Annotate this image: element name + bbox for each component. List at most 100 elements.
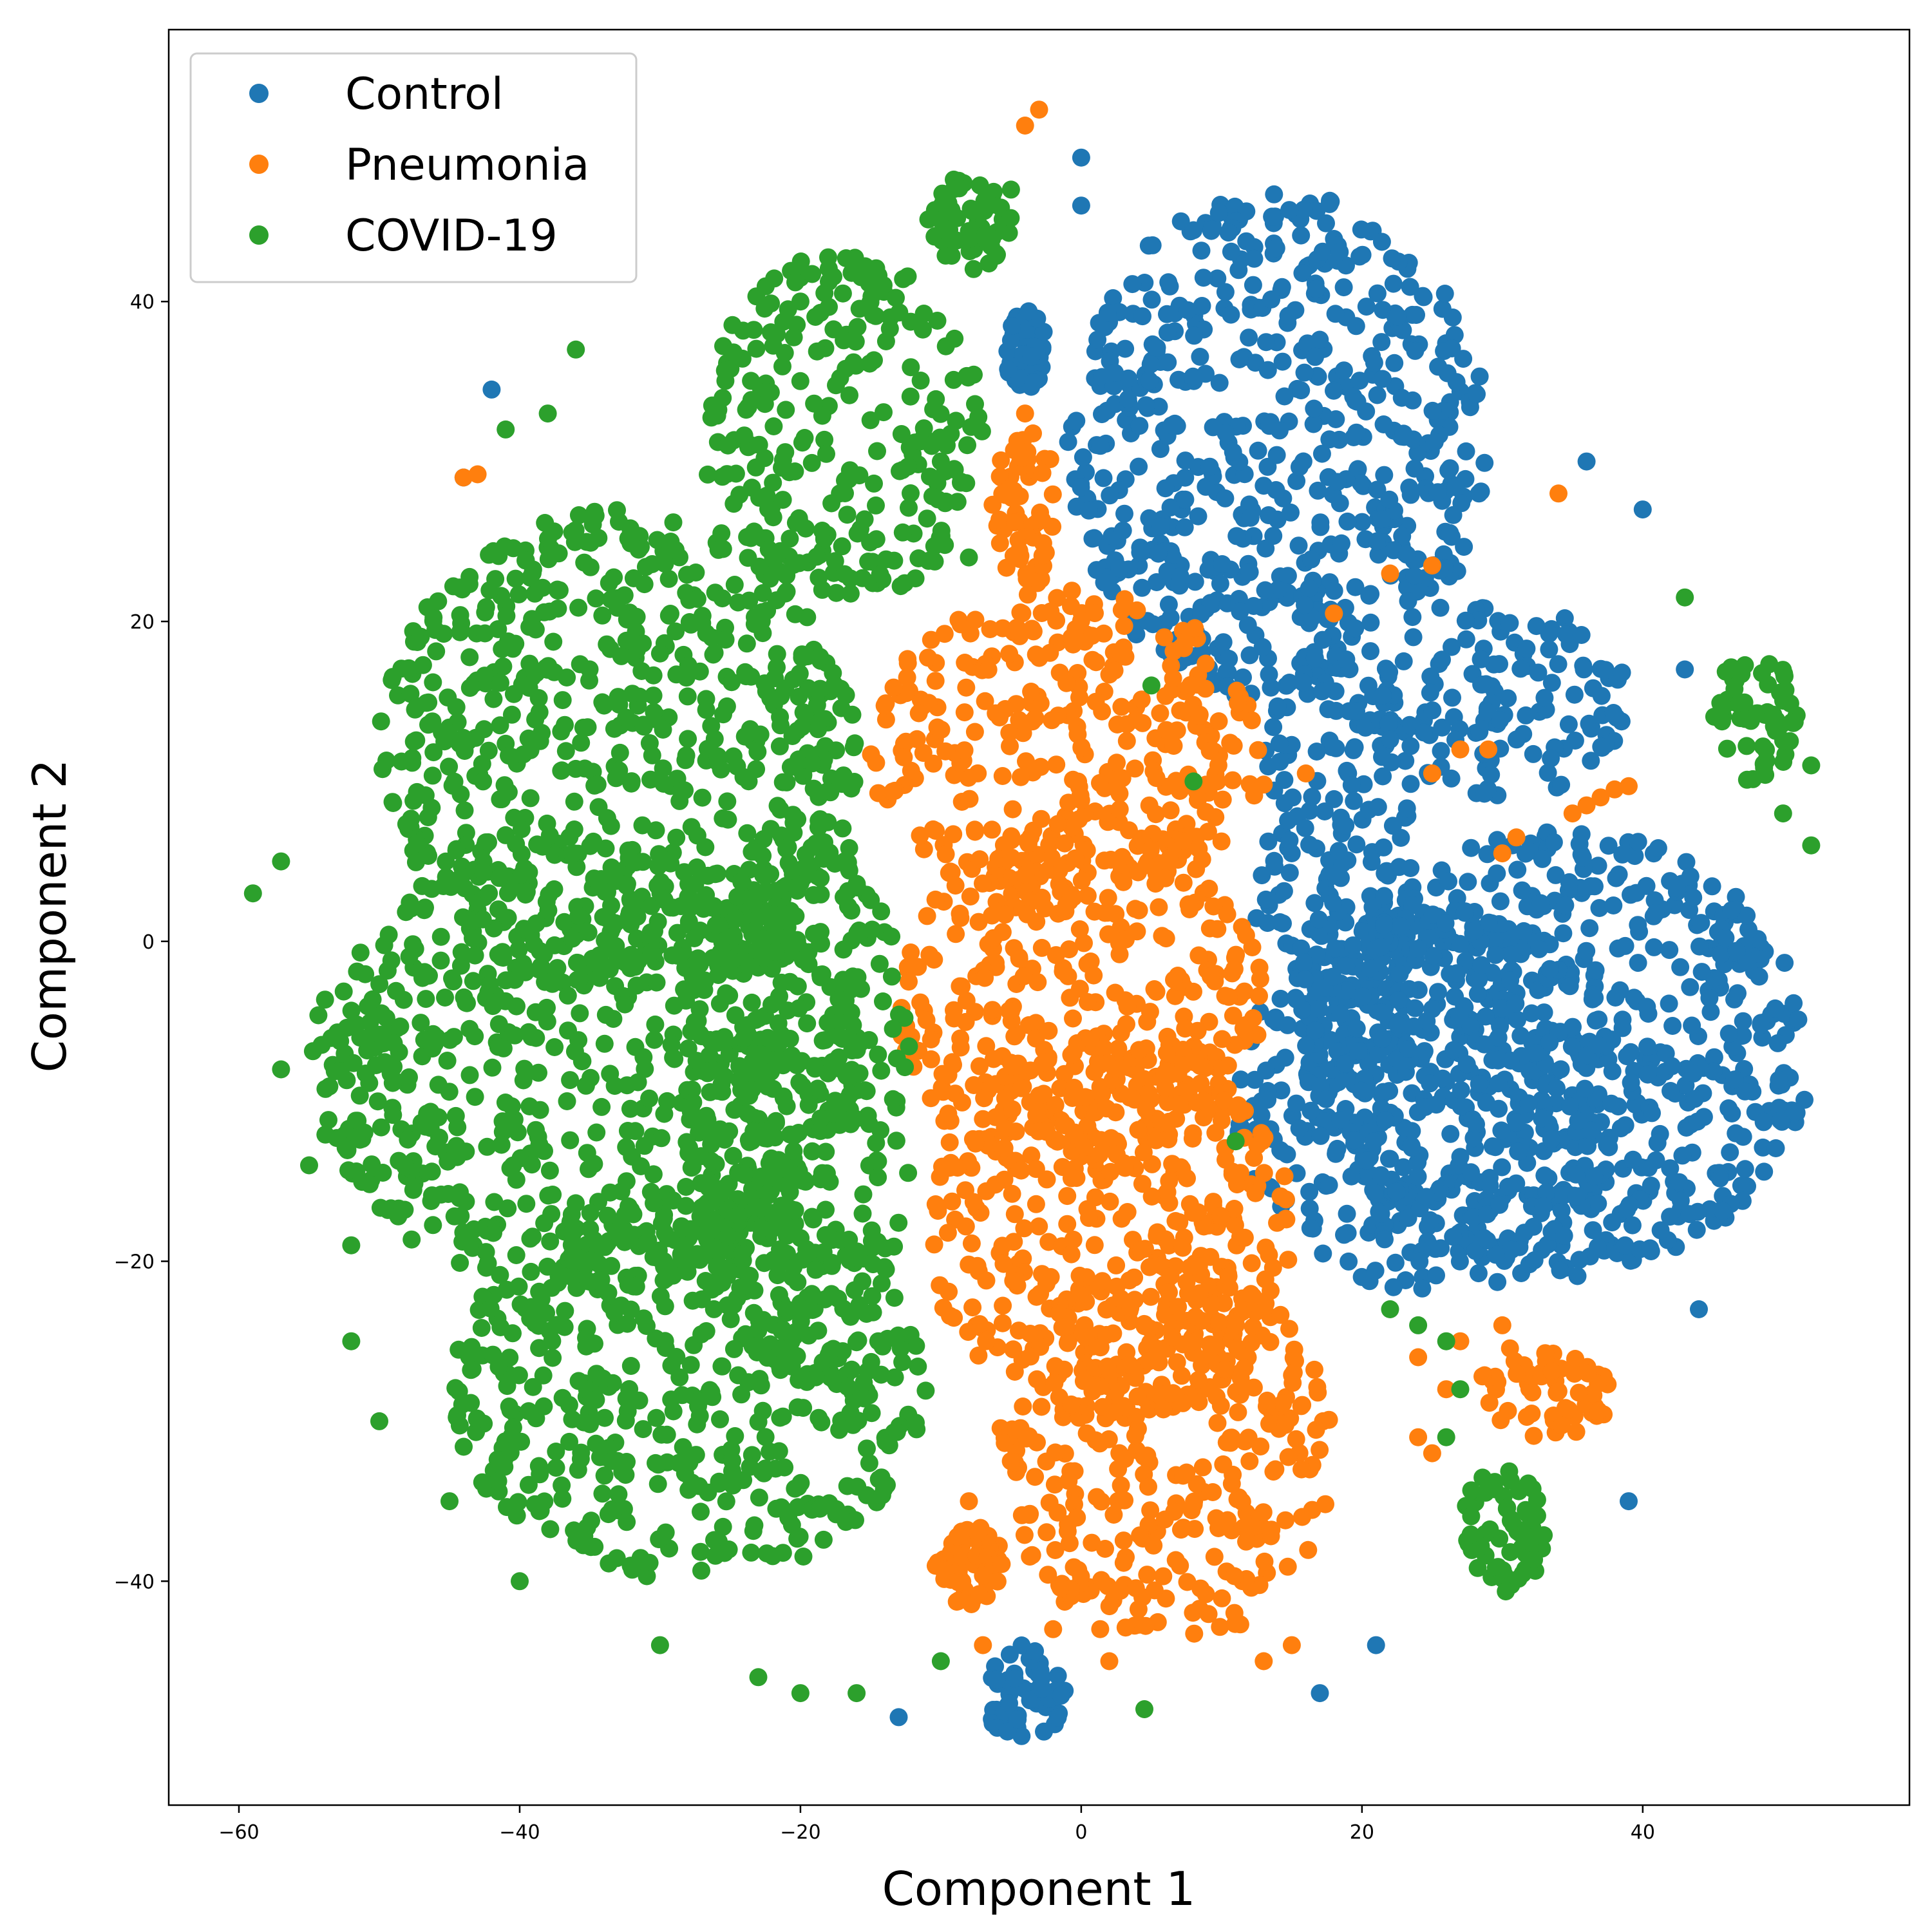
data-point <box>539 657 558 676</box>
data-point <box>1727 942 1746 960</box>
data-point <box>1380 663 1399 681</box>
data-point <box>676 751 695 770</box>
data-point <box>1154 1400 1173 1419</box>
data-point <box>987 704 1005 723</box>
data-point <box>709 540 728 559</box>
data-point <box>1326 305 1345 323</box>
data-point <box>1191 348 1209 366</box>
data-point <box>1214 633 1233 652</box>
data-point <box>1311 330 1329 349</box>
data-point <box>1191 1074 1210 1093</box>
data-point <box>1432 742 1450 761</box>
data-point <box>1091 773 1109 792</box>
data-point <box>1257 333 1275 352</box>
data-point <box>1771 1112 1790 1130</box>
data-point <box>1010 623 1029 642</box>
data-point <box>1441 1124 1460 1143</box>
data-point <box>499 783 518 801</box>
data-point <box>1148 1340 1167 1358</box>
data-point <box>1067 412 1086 430</box>
data-point <box>1271 752 1289 771</box>
data-point <box>434 877 453 895</box>
data-point <box>1211 574 1229 593</box>
data-point <box>1204 1483 1222 1501</box>
data-point <box>990 534 1009 553</box>
data-point <box>773 491 792 509</box>
data-point <box>1120 1356 1139 1374</box>
data-point <box>1222 1475 1241 1493</box>
data-point <box>1499 1177 1517 1196</box>
data-point <box>1066 1123 1084 1142</box>
data-point <box>443 776 462 795</box>
data-point <box>1393 527 1412 545</box>
data-point <box>1227 527 1246 545</box>
data-point <box>1155 1065 1173 1083</box>
data-point <box>1276 1511 1294 1530</box>
data-point <box>1394 652 1413 670</box>
data-point <box>1047 755 1066 774</box>
data-point <box>1528 1044 1546 1062</box>
data-point <box>1397 799 1416 818</box>
data-point <box>1139 1477 1157 1496</box>
data-point <box>1410 1252 1429 1271</box>
data-point <box>588 775 607 794</box>
data-point <box>1095 573 1113 592</box>
data-point <box>1343 936 1362 954</box>
data-point <box>1083 529 1102 548</box>
data-point <box>1229 1403 1247 1421</box>
data-point <box>1189 1393 1208 1412</box>
data-point <box>805 394 824 413</box>
data-point <box>1421 927 1439 945</box>
data-point <box>1446 987 1464 1006</box>
data-point <box>1216 283 1235 301</box>
data-point <box>1381 1150 1399 1168</box>
data-point <box>931 1276 949 1294</box>
data-point <box>515 1059 534 1078</box>
data-point <box>422 1162 441 1181</box>
data-point <box>1710 1169 1729 1188</box>
data-point <box>1347 317 1365 336</box>
data-point <box>1470 1075 1488 1094</box>
data-point <box>1368 284 1387 303</box>
data-point <box>1629 954 1647 972</box>
data-point <box>1141 1287 1160 1306</box>
data-point <box>1300 579 1318 598</box>
data-point <box>1258 1090 1277 1109</box>
data-point <box>1132 1240 1150 1259</box>
data-point <box>898 267 917 286</box>
data-point <box>940 1133 959 1151</box>
data-point <box>455 879 474 898</box>
data-point <box>1524 744 1542 763</box>
data-point <box>1399 1209 1417 1227</box>
data-point <box>1544 833 1563 851</box>
data-point <box>1392 388 1411 407</box>
data-point <box>408 834 426 853</box>
data-point <box>1508 1365 1526 1383</box>
data-point <box>1005 1669 1024 1688</box>
data-point <box>1465 922 1484 940</box>
data-point <box>1424 947 1443 965</box>
data-point <box>1289 536 1308 555</box>
data-point <box>1381 564 1399 583</box>
data-point <box>1457 442 1475 460</box>
data-point <box>1208 269 1227 288</box>
data-point <box>1104 377 1123 395</box>
data-point <box>1589 857 1607 875</box>
data-point <box>1507 1113 1526 1132</box>
data-point <box>1421 683 1439 702</box>
data-point <box>1260 1414 1278 1433</box>
data-point <box>1107 1277 1126 1296</box>
data-point <box>889 1708 908 1727</box>
data-point <box>1367 1636 1385 1654</box>
data-point <box>596 839 615 858</box>
data-point <box>1663 1017 1682 1035</box>
data-point <box>969 1524 987 1543</box>
data-point <box>993 1314 1012 1332</box>
data-point <box>1189 1257 1208 1275</box>
data-point <box>1186 1332 1204 1351</box>
data-point <box>1282 1636 1301 1654</box>
data-point <box>998 486 1016 504</box>
data-point <box>1381 730 1399 749</box>
data-point <box>1275 794 1294 813</box>
data-point <box>1004 1271 1023 1290</box>
